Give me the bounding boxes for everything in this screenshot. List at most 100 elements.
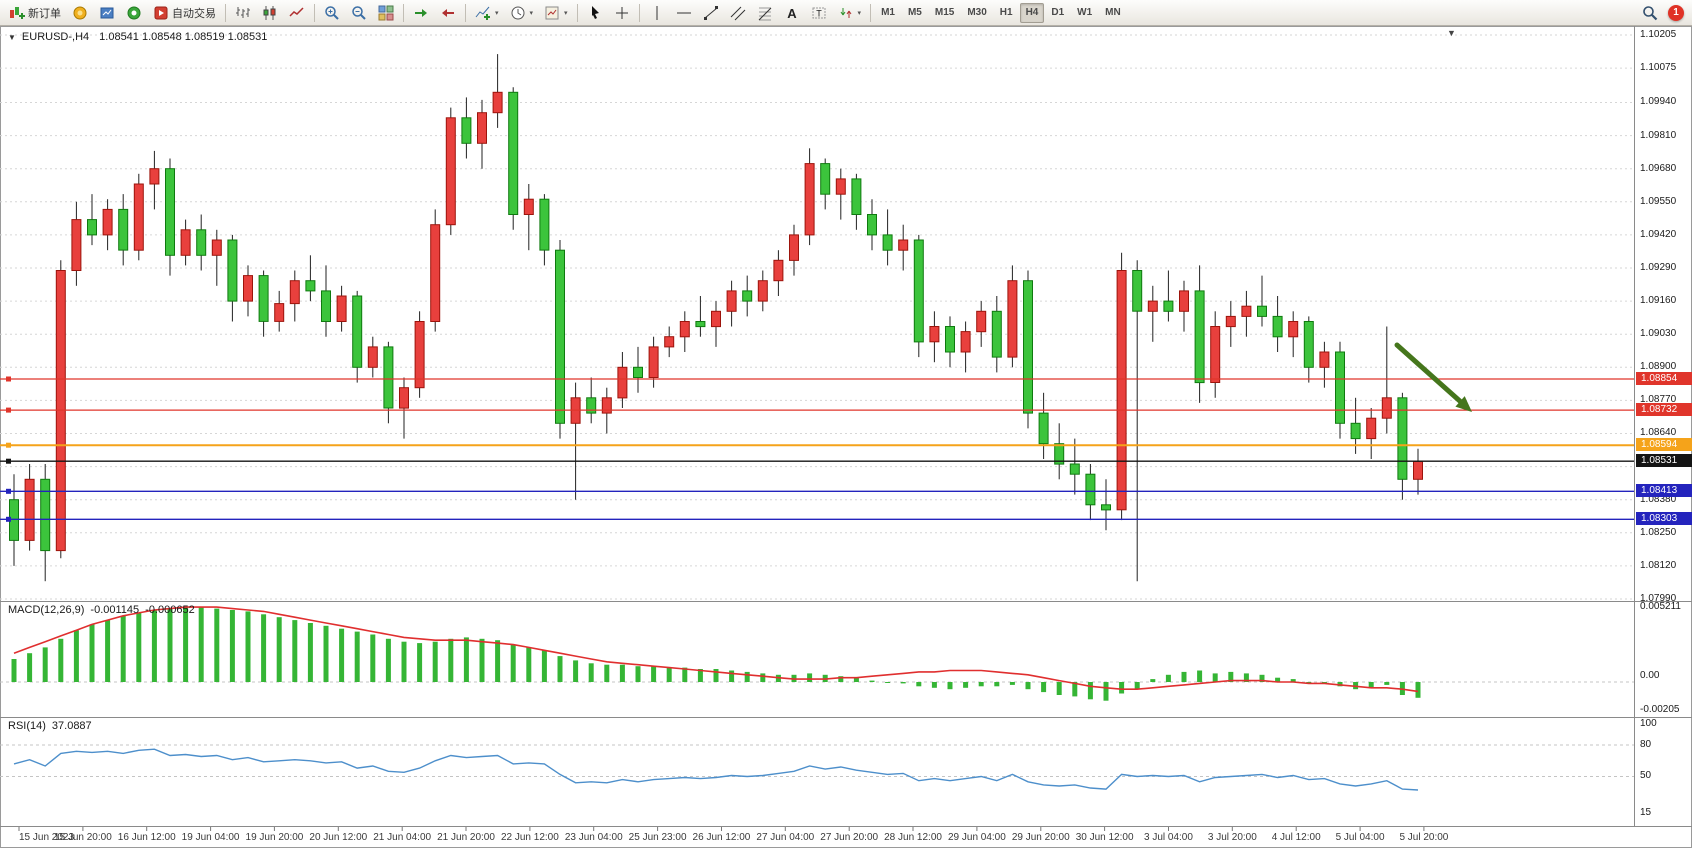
trendline-icon <box>703 5 718 20</box>
auto-scroll-button[interactable] <box>408 2 434 24</box>
crosshair-button[interactable] <box>609 2 635 24</box>
macd-value-main: -0.001145 <box>90 604 140 616</box>
macd-value-signal: -0.000652 <box>145 604 195 616</box>
one-click-trading-toggle-icon[interactable]: ▼ <box>8 33 16 42</box>
arrows-icon <box>840 7 851 18</box>
indicators-button[interactable]: ▾ <box>470 2 504 24</box>
signals-button[interactable] <box>121 2 147 24</box>
timeframe-m1-button[interactable]: M1 <box>881 7 895 18</box>
chart-shift-marker-icon[interactable]: ▼ <box>1447 28 1456 38</box>
text-icon: A <box>787 6 797 21</box>
arrows-button[interactable]: ▾ <box>833 2 867 24</box>
vertical-line-icon <box>656 5 658 20</box>
tile-windows-icon <box>378 5 394 20</box>
zoom-in-button[interactable] <box>319 2 345 24</box>
chevron-down-icon: ▾ <box>564 9 568 17</box>
candle-chart-icon <box>263 5 276 20</box>
candle-chart-button[interactable] <box>257 2 283 24</box>
chevron-down-icon: ▾ <box>857 9 862 17</box>
timeframe-m15-button[interactable]: M15 <box>934 7 955 18</box>
macd-panel[interactable] <box>0 606 1634 701</box>
horizontal-line-button[interactable] <box>671 2 697 24</box>
candles-layer[interactable] <box>9 54 1423 582</box>
cursor-icon <box>591 5 599 19</box>
svg-text:T: T <box>816 8 822 18</box>
text-label-icon: T <box>812 7 826 18</box>
periods-clock-icon <box>511 6 525 19</box>
channel-button[interactable] <box>725 2 751 24</box>
macd-label: MACD(12,26,9) <box>8 604 85 616</box>
timeframe-d1-button[interactable]: D1 <box>1051 7 1065 18</box>
new-order-icon <box>10 6 25 19</box>
signals-icon <box>127 6 141 19</box>
toolbar: 新订单 自动交易 ▾ ▾ ▾ A T ▾ M1 M5 M15 M30 H1 H4 D1 W1 M… <box>0 0 1692 26</box>
toolbar-separator <box>870 3 872 22</box>
trendline-button[interactable] <box>698 2 724 24</box>
line-chart-icon <box>289 6 304 17</box>
chevron-down-icon: ▾ <box>529 9 534 17</box>
zoom-out-button[interactable] <box>346 2 372 24</box>
market-button[interactable] <box>94 2 120 24</box>
zoom-out-icon <box>352 5 366 20</box>
search-button[interactable] <box>1637 2 1663 24</box>
new-order-label: 新订单 <box>28 7 61 20</box>
rsi-value: 37.0887 <box>51 720 92 732</box>
chart-quote-line: 1.08541 1.08548 1.08519 1.08531 <box>99 31 268 43</box>
price-grid-layer <box>0 34 1634 600</box>
toolbar-separator <box>403 3 404 22</box>
timeframe-h4-button[interactable]: H4 <box>1019 2 1045 23</box>
text-label-button[interactable]: T <box>806 2 832 24</box>
svg-text:A: A <box>787 6 797 21</box>
text-button[interactable]: A <box>779 2 805 24</box>
chart-shift-icon <box>442 8 454 17</box>
mql5-button[interactable] <box>67 2 93 24</box>
rsi-label: RSI(14) <box>8 720 46 732</box>
bar-chart-button[interactable] <box>230 2 256 24</box>
timeframe-m5-button[interactable]: M5 <box>907 7 922 18</box>
timeframe-mn-button[interactable]: MN <box>1105 7 1121 18</box>
toolbar-separator <box>576 3 578 22</box>
chart-symbol-period: EURUSD-,H4 <box>21 31 90 43</box>
zoom-in-icon <box>325 5 339 20</box>
chevron-down-icon: ▾ <box>495 9 499 17</box>
new-order-button[interactable]: 新订单 <box>4 2 66 24</box>
toolbar-separator <box>225 3 226 22</box>
timeframe-m30-button[interactable]: M30 <box>967 7 987 18</box>
level-lines-layer[interactable] <box>0 376 1634 522</box>
periods-button[interactable]: ▾ <box>505 2 539 24</box>
auto-trading-icon <box>154 6 168 19</box>
bar-chart-icon <box>236 6 250 18</box>
toolbar-separator <box>314 3 315 22</box>
cursor-button[interactable] <box>582 2 608 24</box>
chart-shift-button[interactable] <box>435 2 461 24</box>
annotation-arrow[interactable] <box>1394 342 1472 412</box>
timeframe-h1-button[interactable]: H1 <box>999 7 1013 18</box>
time-axis-ticks <box>18 827 1425 831</box>
auto-scroll-icon <box>415 8 427 17</box>
rsi-panel[interactable] <box>0 744 1634 791</box>
tile-windows-button[interactable] <box>373 2 399 24</box>
crosshair-icon <box>615 6 628 19</box>
toolbar-separator <box>638 3 640 22</box>
market-icon <box>100 7 114 18</box>
templates-icon <box>545 6 559 19</box>
line-chart-button[interactable] <box>284 2 310 24</box>
timeframe-group: M1 M5 M15 M30 H1 H4 D1 W1 MN <box>875 2 1127 23</box>
rsi-title: RSI(14) 37.0887 <box>8 720 98 732</box>
notification-badge[interactable]: 1 <box>1668 4 1684 21</box>
toolbar-separator <box>465 3 466 22</box>
search-icon <box>1643 5 1658 20</box>
indicators-icon <box>475 6 490 20</box>
fibonacci-button[interactable] <box>752 2 778 24</box>
rsi-line <box>13 748 1419 791</box>
fibonacci-icon <box>758 7 771 20</box>
macd-title: MACD(12,26,9) -0.001145 -0.000652 <box>8 604 201 616</box>
horizontal-line-icon <box>676 12 691 13</box>
templates-button[interactable]: ▾ <box>539 2 573 24</box>
timeframe-w1-button[interactable]: W1 <box>1077 7 1093 18</box>
auto-trading-button[interactable]: 自动交易 <box>148 2 221 24</box>
vertical-line-button[interactable] <box>644 2 670 24</box>
mql5-icon <box>73 6 87 19</box>
chart-title: ▼ EURUSD-,H4 1.08541 1.08548 1.08519 1.085… <box>8 31 273 43</box>
